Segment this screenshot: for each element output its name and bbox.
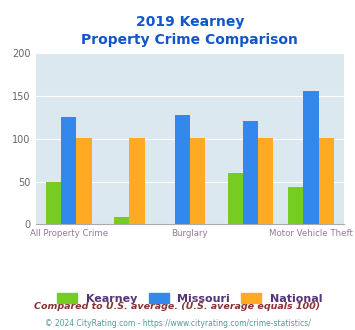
Bar <box>288 187 304 224</box>
Legend: Kearney, Missouri, National: Kearney, Missouri, National <box>53 288 327 308</box>
Text: © 2024 CityRating.com - https://www.cityrating.com/crime-statistics/: © 2024 CityRating.com - https://www.city… <box>45 319 310 328</box>
Bar <box>76 138 92 224</box>
Title: 2019 Kearney
Property Crime Comparison: 2019 Kearney Property Crime Comparison <box>82 15 298 48</box>
Bar <box>114 217 129 224</box>
Bar <box>175 115 190 224</box>
Bar <box>129 138 144 224</box>
Bar <box>228 173 243 224</box>
Bar <box>304 90 319 224</box>
Bar <box>190 138 205 224</box>
Bar <box>61 117 76 224</box>
Bar <box>243 120 258 224</box>
Bar <box>258 138 273 224</box>
Bar <box>46 182 61 224</box>
Bar <box>319 138 334 224</box>
Text: Compared to U.S. average. (U.S. average equals 100): Compared to U.S. average. (U.S. average … <box>34 302 321 311</box>
